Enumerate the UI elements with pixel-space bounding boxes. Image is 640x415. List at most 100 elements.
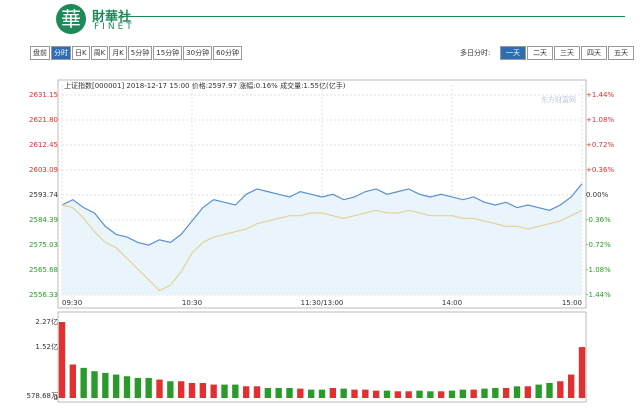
volume-bar	[167, 381, 174, 398]
tab-button[interactable]: 5分钟	[127, 46, 153, 60]
watermark: 东方财富网	[541, 95, 576, 104]
volume-bar	[58, 322, 66, 398]
info-line: 上证指数[000001] 2018-12-17 15:00 价格:2597.97…	[64, 81, 346, 90]
volume-bar	[502, 387, 510, 398]
volume-bar	[567, 374, 575, 398]
volume-bar	[242, 386, 250, 398]
volume-frame	[57, 311, 587, 403]
tab-button[interactable]: 周K	[90, 46, 109, 60]
y-tick-label: 2.27亿	[35, 317, 58, 326]
line	[61, 204, 583, 292]
volume-bar	[535, 384, 542, 398]
y2-tick-label: +1.44%	[586, 91, 614, 99]
header-line	[120, 16, 625, 17]
volume-bar	[275, 387, 282, 398]
volume-bar	[329, 387, 337, 398]
volume-bar	[372, 390, 380, 398]
tab-button[interactable]: 60分钟	[213, 46, 243, 60]
x-tick-label: 14:00	[442, 299, 462, 307]
y-tick-label: 2556.33	[29, 291, 58, 299]
volume-bar	[91, 371, 98, 398]
brand-en: FINET	[94, 22, 135, 32]
y2-tick-label: -0.72%	[586, 241, 611, 249]
volume-bar	[253, 386, 261, 398]
volume-bar	[557, 381, 564, 398]
logo: 華	[56, 4, 86, 34]
volume-bar	[145, 377, 152, 398]
volume-bar	[459, 389, 467, 398]
header: 華 財華社 FINET	[0, 0, 640, 40]
volume-bar	[437, 391, 445, 398]
volume-bar	[134, 377, 142, 398]
x-tick-label: 09:30	[62, 299, 82, 307]
brand: 財華社	[92, 10, 132, 25]
volume-bar	[318, 389, 326, 398]
price-frame	[57, 79, 587, 309]
y-tick-label: 2621.80	[29, 116, 58, 124]
y2-tick-label: +0.36%	[586, 166, 614, 174]
volume-bar	[221, 384, 228, 398]
y2-tick-label: -1.08%	[586, 266, 611, 274]
y-tick-label: 1.52亿	[35, 342, 58, 351]
volume-bar	[264, 387, 272, 398]
y-tick-label: 0	[54, 394, 58, 402]
x-tick-label: 10:30	[182, 299, 202, 307]
volume-bar	[481, 388, 488, 398]
day-button[interactable]: 五天	[608, 46, 634, 60]
volume-bar	[448, 390, 456, 398]
volume-bar	[340, 388, 347, 398]
volume-bar	[232, 384, 239, 398]
volume-bar	[470, 389, 477, 398]
volume-bar	[156, 379, 163, 398]
y2-tick-label: 0.00%	[586, 191, 609, 199]
volume-bar	[286, 387, 293, 398]
y-tick-label: 2584.39	[29, 216, 58, 224]
line	[61, 183, 583, 246]
volume-bar	[383, 390, 391, 398]
volume-bar	[297, 388, 304, 398]
y-tick-label: 2593.74	[29, 191, 58, 199]
day-button[interactable]: 一天	[500, 46, 526, 60]
y2-tick-label: -0.36%	[586, 216, 611, 224]
area	[62, 183, 582, 295]
y-tick-label: 2575.03	[29, 241, 58, 249]
y-tick-label: 2603.09	[29, 166, 58, 174]
volume-bar	[123, 376, 131, 398]
y-tick-label: 2565.68	[29, 266, 58, 274]
day-button[interactable]: 四天	[581, 46, 607, 60]
tab-button[interactable]: 月K	[109, 46, 127, 60]
x-tick-label: 11:30/13:00	[301, 299, 344, 307]
tab-button[interactable]: 分时	[51, 46, 71, 60]
volume-bar	[80, 367, 87, 398]
volume-bar	[351, 389, 358, 398]
day-bar: 一天 二天 三天 四天 五天	[500, 46, 635, 60]
tab-bar: 盘前 分时 日K 周K 月K 5分钟 15分钟 30分钟 60分钟	[30, 46, 243, 60]
tab-button[interactable]: 日K	[72, 46, 90, 60]
volume-bar	[188, 382, 196, 398]
multi-day-label: 多日分时:	[460, 49, 491, 57]
x-tick-label: 15:00	[562, 299, 582, 307]
day-button[interactable]: 三天	[554, 46, 580, 60]
volume-bar	[546, 382, 553, 398]
volume-bar	[427, 391, 434, 398]
y-tick-label: 578.68万	[27, 392, 59, 400]
volume-bar	[394, 391, 402, 398]
tab-button[interactable]: 30分钟	[183, 46, 213, 60]
volume-bar	[524, 386, 532, 398]
volume-bar	[112, 374, 120, 398]
volume-bar	[102, 372, 109, 398]
y2-tick-label: +0.72%	[586, 141, 614, 149]
volume-bar	[210, 384, 217, 398]
tab-button[interactable]: 盘前	[30, 46, 50, 60]
day-button[interactable]: 二天	[527, 46, 553, 60]
volume-bar	[199, 382, 207, 398]
y2-tick-label: +1.08%	[586, 116, 614, 124]
y-tick-label: 2612.45	[29, 141, 58, 149]
y2-tick-label: -1.44%	[586, 291, 611, 299]
volume-bar	[69, 364, 77, 398]
tab-button[interactable]: 15分钟	[153, 46, 183, 60]
volume-bar	[416, 390, 423, 398]
volume-bar	[513, 386, 521, 398]
